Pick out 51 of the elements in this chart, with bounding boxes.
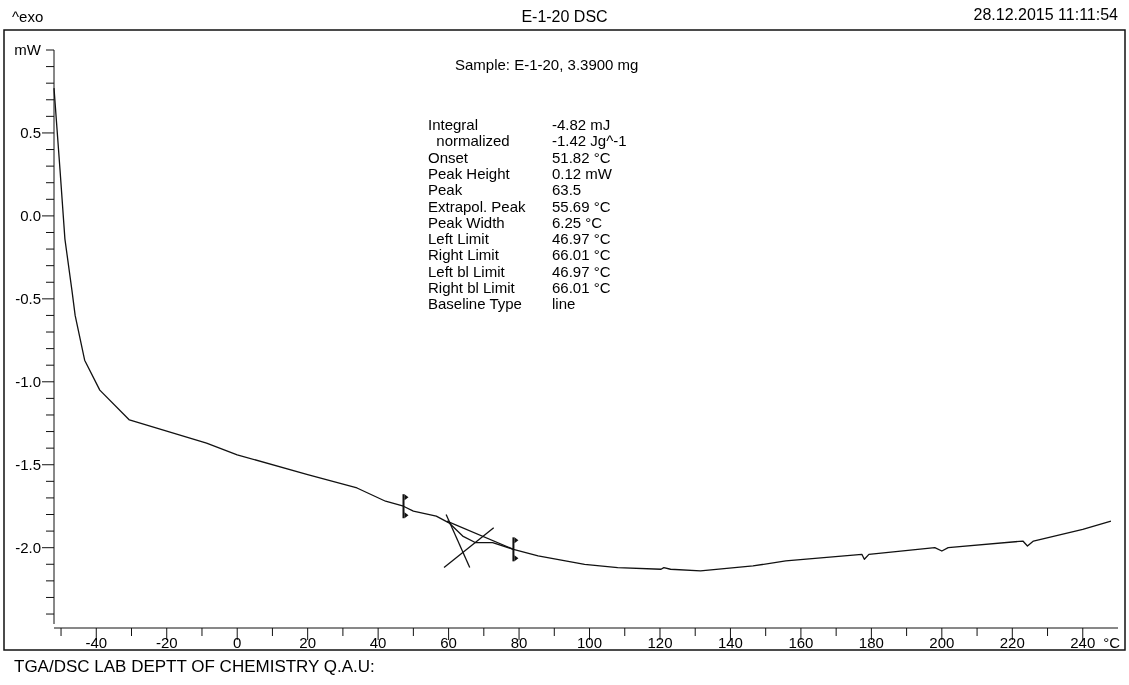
annotation: Extrapol. Peak (428, 197, 527, 215)
y-tick-label: -2.0 (15, 538, 41, 556)
text: TGA/DSC LAB DEPTT OF CHEMISTRY Q.A.U: (14, 657, 375, 676)
y-tick-label: -1.5 (15, 455, 41, 473)
annotation: 46.97 °C (552, 262, 611, 280)
x-tick-label: 200 (929, 634, 955, 651)
x-tick-label: 80 (510, 634, 528, 651)
annotation: 63.5 (552, 181, 582, 199)
annotation: -1.42 Jg^-1 (552, 132, 627, 150)
annotation: Onset (428, 148, 469, 166)
x-tick-label: 20 (299, 634, 317, 651)
x-tick-label: 160 (788, 634, 814, 651)
annotation: 51.82 °C (552, 148, 611, 166)
y-axis-title: mW (14, 41, 42, 58)
annotation: 66.01 °C (552, 246, 611, 264)
x-tick-label: 240 (1070, 634, 1096, 651)
y-tick-label: 0.5 (20, 123, 41, 141)
annotation: normalized (428, 132, 510, 150)
annotation: 66.01 °C (552, 279, 611, 296)
x-tick-label: 0 (233, 634, 242, 651)
x-tick-label: 60 (440, 634, 457, 651)
annotation: Right bl Limit (428, 279, 516, 296)
x-axis-title: °C (1103, 634, 1121, 651)
annotation: 0.12 mW (552, 164, 613, 182)
x-tick-label: 220 (999, 634, 1025, 651)
x-tick-label: 120 (647, 634, 673, 651)
y-tick-label: 0.0 (20, 206, 41, 224)
annotation: Baseline Type (428, 295, 522, 313)
annotation: line (552, 295, 576, 313)
x-tick-label: 40 (369, 634, 387, 651)
annotation: -4.82 mJ (552, 116, 611, 133)
x-tick-label: -20 (155, 634, 178, 651)
y-tick-label: -0.5 (15, 289, 41, 307)
annotation: Left Limit (428, 230, 490, 248)
x-tick-label: -40 (85, 634, 108, 651)
annotation: Peak (428, 181, 463, 199)
text: ^exo (12, 8, 44, 25)
text: 28.12.2015 11:11:54 (973, 6, 1119, 23)
y-tick-label: -1.0 (15, 372, 41, 390)
chart-subtitle: Sample: E-1-20, 3.3900 mg (455, 56, 639, 73)
x-tick-label: 180 (858, 634, 884, 651)
annotation: Left bl Limit (428, 262, 506, 280)
chart-title: E-1-20 DSC (521, 8, 608, 25)
annotation: 6.25 °C (552, 213, 603, 231)
annotation: Peak Height (428, 164, 511, 182)
x-tick-label: 140 (717, 634, 743, 651)
annotation: 46.97 °C (552, 230, 611, 248)
x-tick-label: 100 (577, 634, 603, 651)
annotation: 55.69 °C (552, 197, 611, 215)
annotation: Right Limit (428, 246, 500, 264)
annotation: Integral (428, 116, 479, 133)
